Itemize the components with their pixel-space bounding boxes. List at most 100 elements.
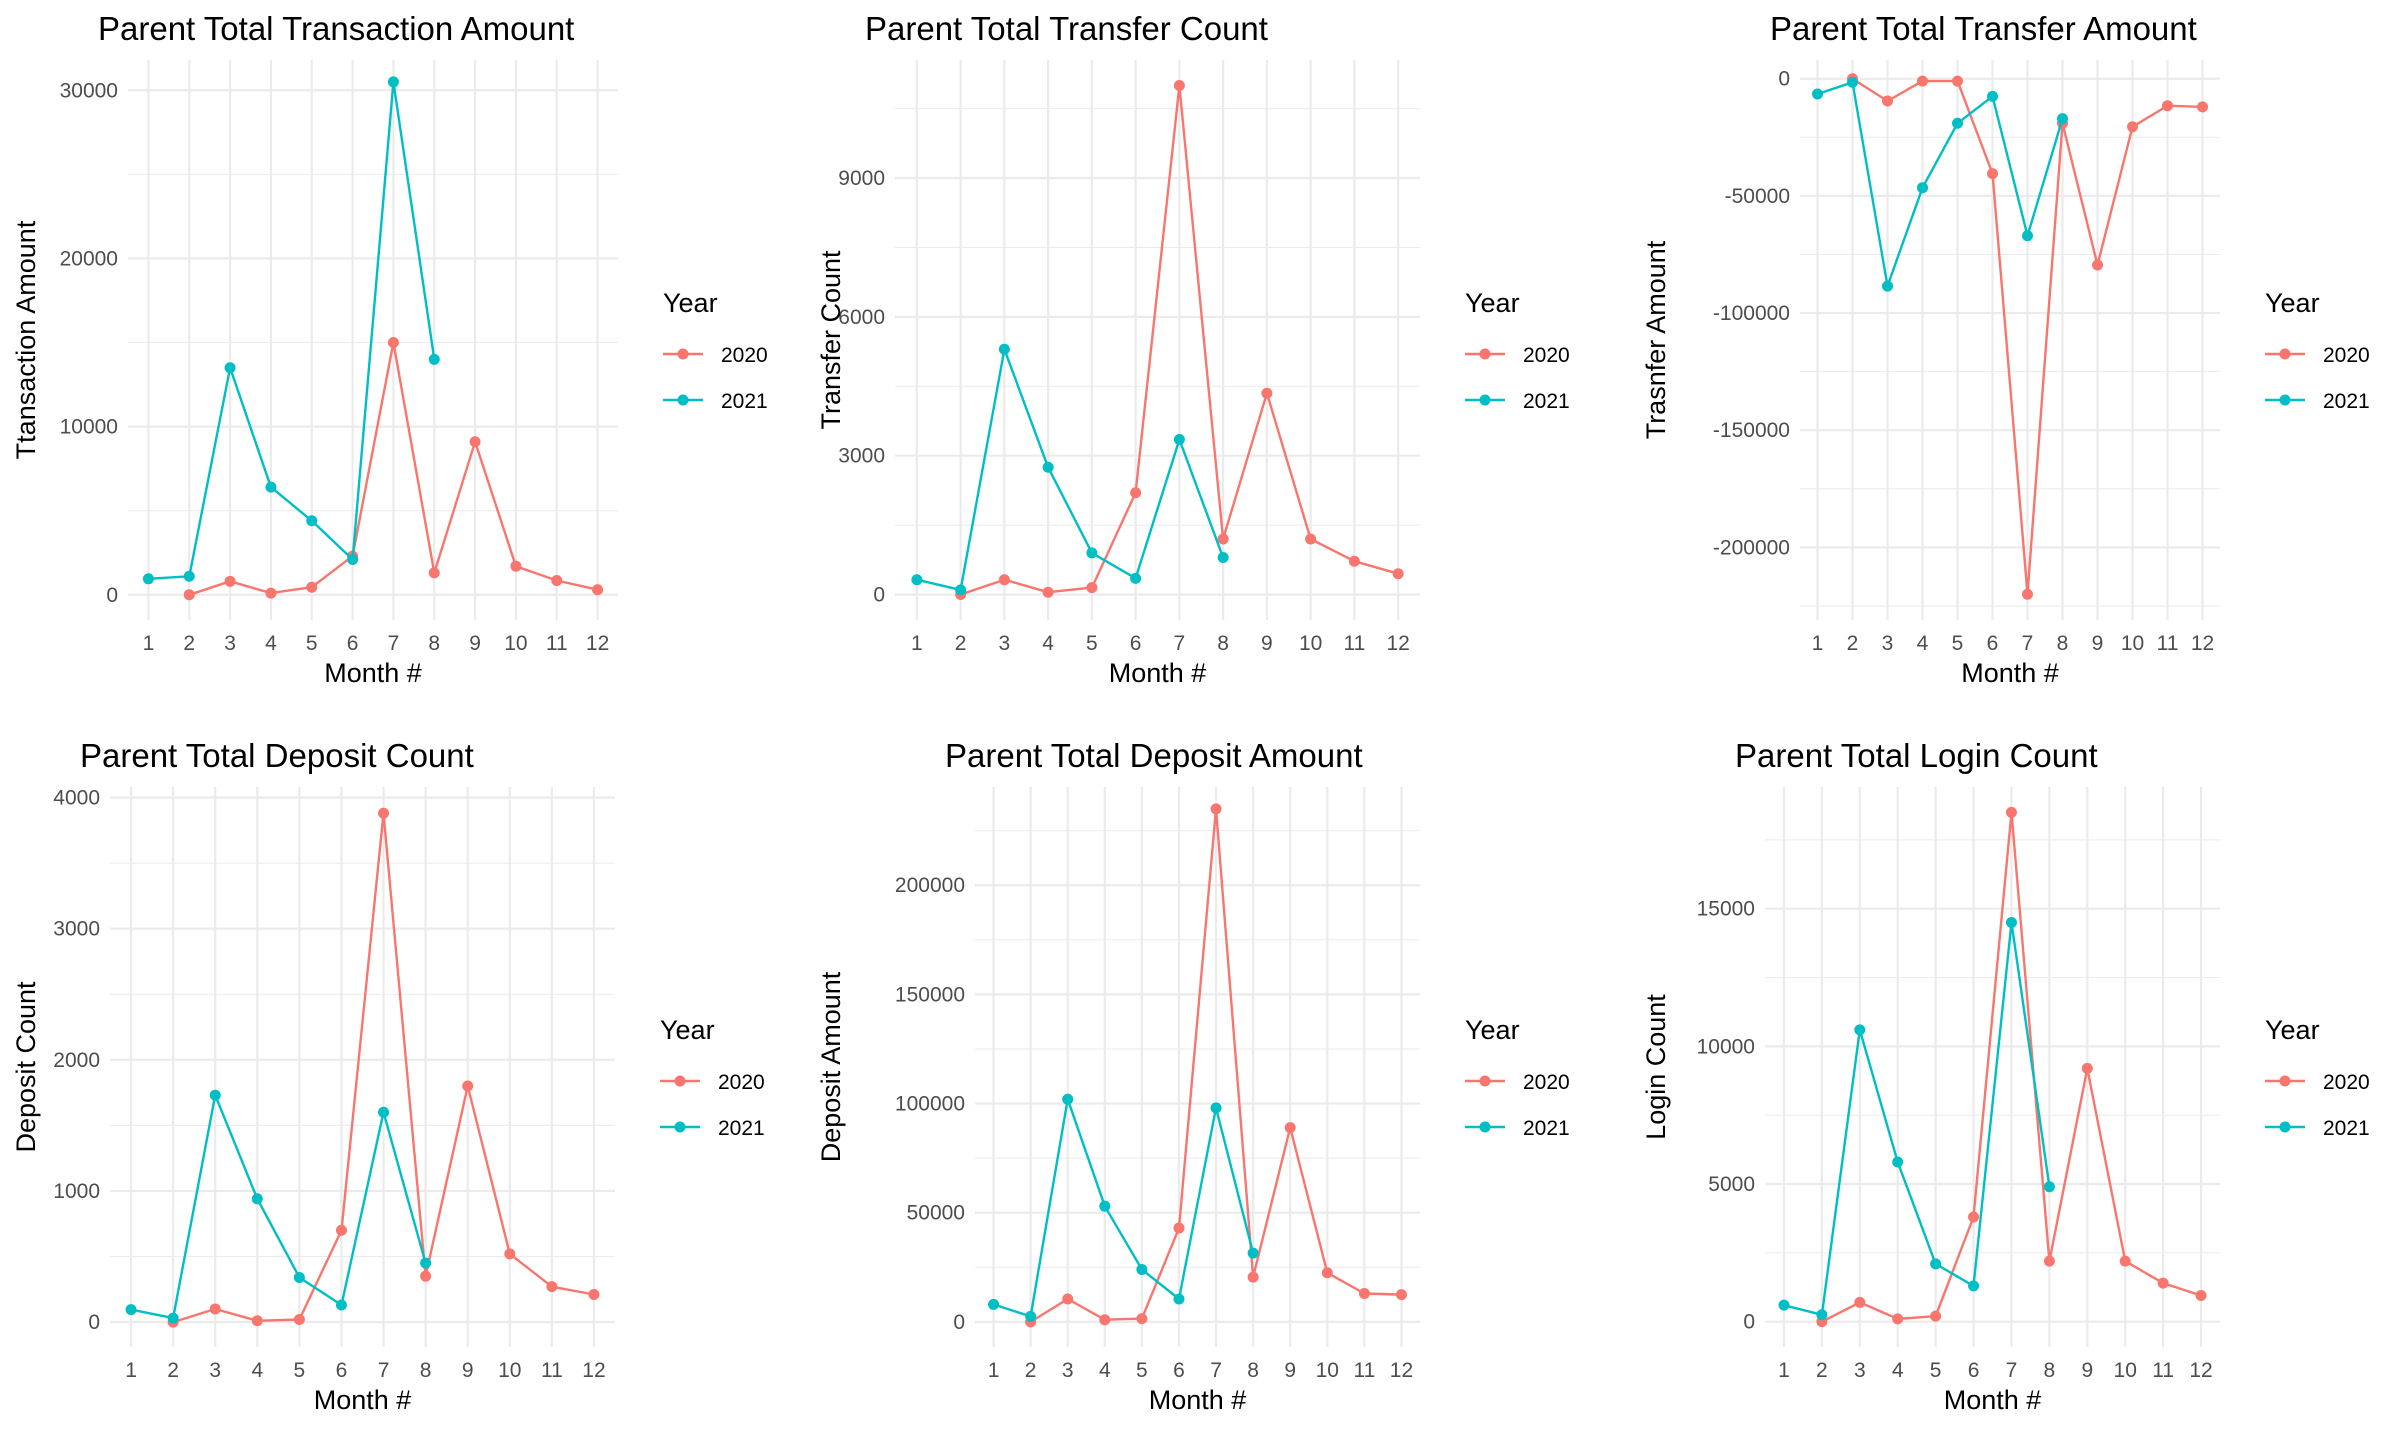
series-line-2021 — [1817, 81, 2064, 288]
x-tick-label: 2 — [183, 632, 195, 655]
data-point-2020 — [1099, 1314, 1111, 1326]
legend-label: 2020 — [721, 344, 768, 367]
data-point-2021 — [1968, 1280, 1980, 1292]
chart-panel-6: 0 5000 10000 15000 1 2 3 4 5 6 7 8 9 10 11 12 Parent Tot… — [1600, 727, 2400, 1454]
y-axis-label: Deposit Amount — [816, 971, 846, 1162]
x-tick-label: 7 — [1174, 632, 1186, 655]
data-point-2020 — [1395, 1289, 1407, 1301]
series-line-2021 — [993, 1098, 1255, 1318]
legend-key-point — [2279, 348, 2291, 360]
data-point-2020 — [1217, 533, 1229, 545]
data-point-2020 — [2127, 121, 2138, 133]
legend-label: 2021 — [718, 1117, 765, 1140]
legend-key-point — [1479, 394, 1491, 406]
y-tick-label: 15000 — [1697, 898, 1755, 921]
x-tick-label: 10 — [498, 1359, 521, 1382]
data-point-2020 — [1321, 1267, 1333, 1279]
data-point-2020 — [1136, 1313, 1148, 1325]
y-tick-label: 1000 — [53, 1180, 100, 1203]
legend-label: 2020 — [1523, 344, 1570, 367]
data-point-2020 — [551, 574, 563, 586]
data-point-2020 — [592, 584, 604, 596]
x-axis-label: Month # — [314, 1385, 412, 1415]
data-point-2021 — [1917, 182, 1928, 194]
x-tick-label: 1 — [125, 1359, 137, 1382]
x-tick-label: 11 — [2152, 1359, 2174, 1382]
x-tick-label: 10 — [1316, 1359, 1339, 1382]
data-point-2020 — [998, 574, 1010, 586]
data-point-2021 — [988, 1298, 1000, 1310]
chart-panel-5: 0 50000 100000 150000 200000 1 2 3 4 5 6 7 8 9 10 11 12 P… — [800, 727, 1600, 1454]
data-point-2021 — [142, 573, 154, 585]
data-point-2020 — [2195, 1290, 2207, 1302]
x-axis-label: Month # — [1109, 658, 1207, 688]
legend-label: 2020 — [2323, 344, 2370, 367]
y-tick-label: 100000 — [895, 1093, 965, 1116]
y-tick-label: 10000 — [1697, 1035, 1755, 1058]
chart-title: Parent Total Transfer Amount — [1770, 10, 2197, 47]
data-point-2020 — [2081, 1062, 2093, 1074]
data-point-2020 — [1130, 487, 1142, 499]
y-tick-label: 3000 — [838, 445, 885, 468]
x-tick-label: 1 — [1778, 1359, 1790, 1382]
x-tick-label: 5 — [1136, 1359, 1148, 1382]
x-tick-label: 4 — [1042, 632, 1054, 655]
data-point-2020 — [1392, 568, 1404, 580]
x-tick-label: 11 — [1353, 1359, 1375, 1382]
data-point-2021 — [251, 1193, 263, 1205]
data-point-2021 — [1247, 1247, 1259, 1259]
data-point-2020 — [1892, 1313, 1904, 1325]
data-point-2020 — [1987, 168, 1998, 180]
data-point-2020 — [1952, 75, 1963, 87]
legend-key-point — [1479, 348, 1491, 360]
x-tick-label: 2 — [1025, 1359, 1037, 1382]
x-tick-label: 12 — [2189, 1359, 2212, 1382]
x-tick-label: 11 — [2157, 632, 2179, 655]
chart-title: Parent Total Login Count — [1735, 737, 2098, 774]
data-point-2021 — [125, 1304, 137, 1316]
x-tick-label: 8 — [420, 1359, 432, 1382]
y-tick-label: -100000 — [1713, 302, 1790, 325]
y-tick-label: 50000 — [907, 1202, 965, 1225]
y-tick-label: 30000 — [60, 79, 118, 102]
data-point-2020 — [1062, 1293, 1074, 1305]
series-line-2021 — [916, 348, 1225, 592]
legend-title: Year — [1465, 1015, 1520, 1045]
data-point-2021 — [387, 76, 399, 88]
data-point-2020 — [1261, 387, 1273, 399]
chart-panel-1: 0 10000 20000 30000 1 2 3 4 5 6 7 8 9 10 11 12 Parent To… — [0, 0, 800, 727]
data-point-2021 — [428, 353, 440, 365]
x-tick-label: 2 — [167, 1359, 179, 1382]
y-tick-label: 0 — [1743, 1311, 1755, 1334]
x-tick-label: 2 — [1847, 632, 1859, 655]
x-tick-label: 7 — [2006, 1359, 2018, 1382]
data-point-2020 — [588, 1289, 600, 1301]
x-tick-label: 11 — [1343, 632, 1365, 655]
legend-key-point — [2279, 1121, 2291, 1133]
x-tick-label: 4 — [1917, 632, 1929, 655]
data-point-2021 — [1952, 117, 1963, 129]
legend-key-point — [677, 394, 689, 406]
y-axis-label: Deposit Count — [11, 981, 41, 1153]
y-tick-label: 6000 — [838, 306, 885, 329]
data-point-2021 — [167, 1312, 179, 1324]
y-tick-label: 200000 — [895, 874, 965, 897]
data-point-2020 — [469, 436, 481, 448]
x-tick-label: 3 — [1854, 1359, 1866, 1382]
x-tick-label: 8 — [428, 632, 440, 655]
data-point-2021 — [998, 343, 1010, 355]
chart-panel-2: 0 3000 6000 9000 1 2 3 4 5 6 7 8 9 10 11 12 Parent Total… — [800, 0, 1600, 727]
legend-title: Year — [2265, 1015, 2320, 1045]
data-point-2020 — [2162, 100, 2173, 112]
data-point-2020 — [1284, 1122, 1296, 1134]
x-tick-label: 1 — [911, 632, 923, 655]
x-tick-label: 9 — [2092, 632, 2104, 655]
data-point-2020 — [1173, 79, 1185, 91]
data-point-2021 — [306, 515, 318, 527]
data-point-2021 — [1130, 572, 1142, 584]
data-point-2020 — [1210, 803, 1222, 815]
x-axis-label: Month # — [1961, 658, 2059, 688]
x-tick-label: 3 — [224, 632, 236, 655]
